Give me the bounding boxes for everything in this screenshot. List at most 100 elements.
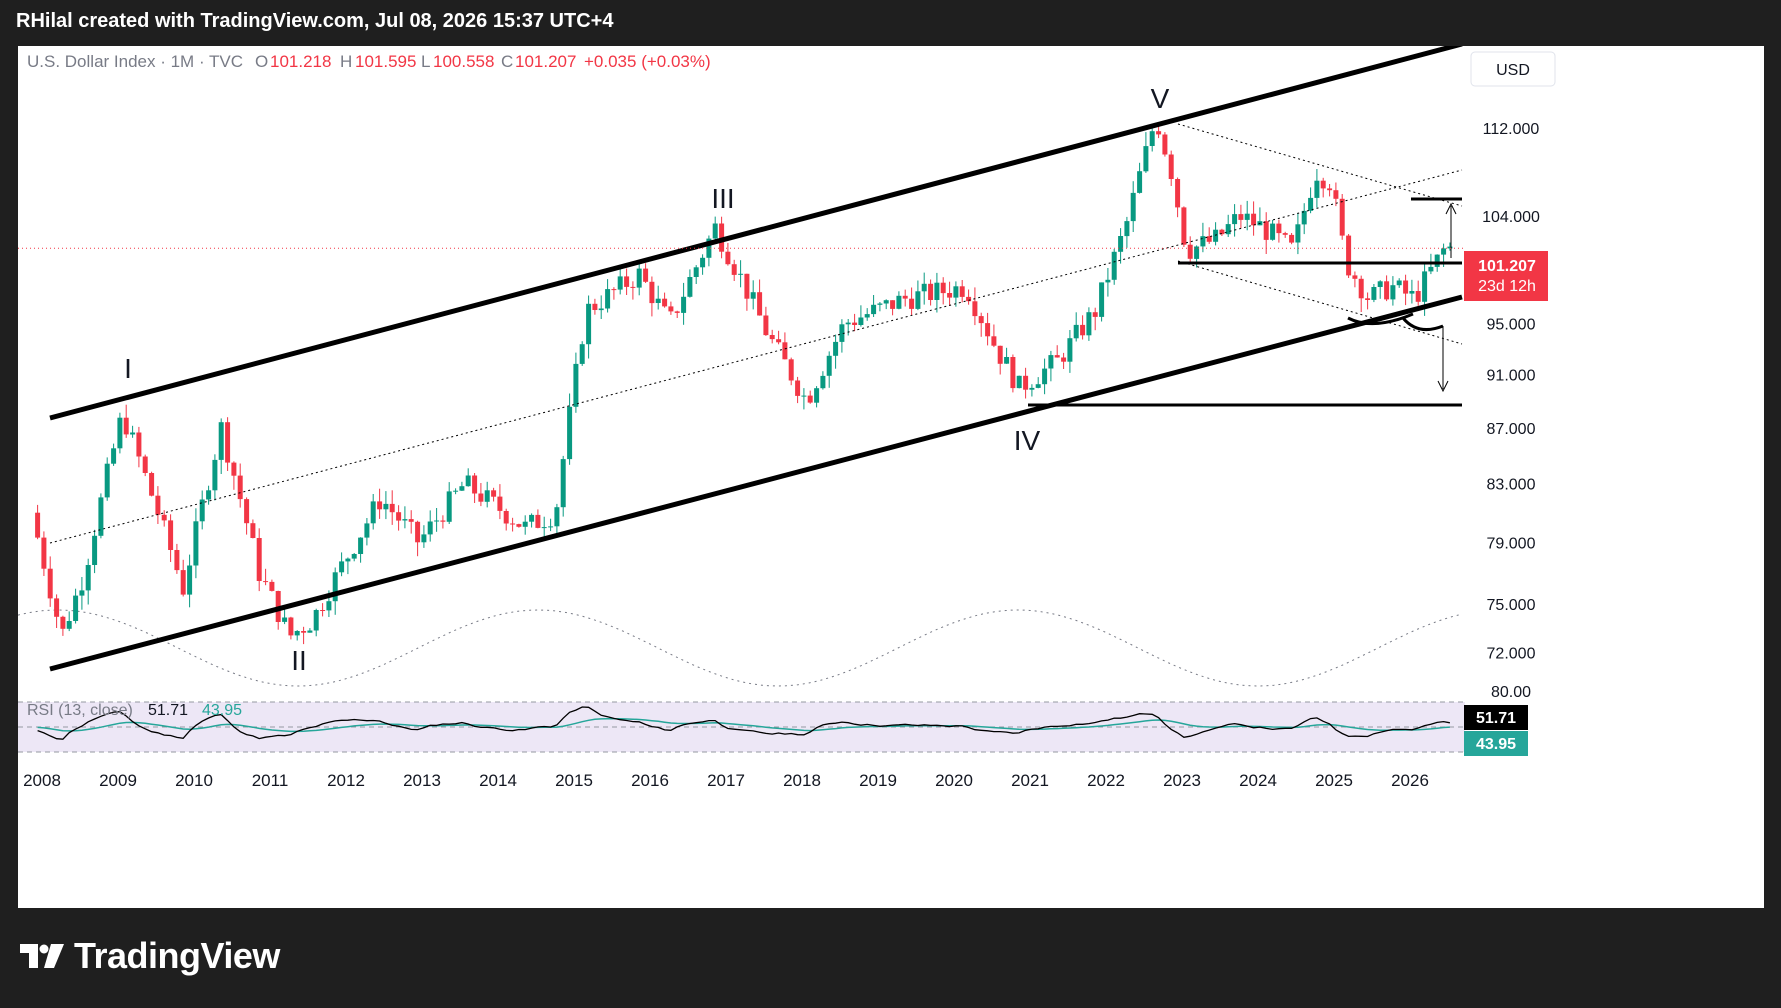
candle-body — [1149, 131, 1155, 146]
candle-body — [560, 459, 566, 508]
candle-body — [54, 598, 60, 617]
arrow-head-down — [1437, 380, 1449, 393]
candle-body — [370, 501, 376, 524]
wave-label: V — [1151, 83, 1170, 114]
candle-body — [1409, 291, 1415, 294]
chart-legend: U.S. Dollar Index · 1M · TVC O 101.218 H… — [27, 52, 711, 71]
time-tick-label: 2011 — [252, 771, 289, 790]
candle-body — [820, 375, 826, 389]
candle-body — [1434, 254, 1440, 267]
price-tick-label: 95.000 — [1487, 316, 1536, 333]
rsi-legend-value: 51.71 — [148, 702, 188, 719]
candle-body — [573, 363, 579, 407]
candle-body — [389, 503, 395, 513]
candle-body — [1010, 357, 1016, 389]
candle-body — [1428, 266, 1434, 272]
last-price-value: 101.207 — [1478, 258, 1536, 275]
arrow-head-up — [1445, 202, 1457, 215]
price-tick-label: 79.000 — [1487, 535, 1536, 552]
price-tick-label: 87.000 — [1487, 421, 1536, 438]
candle-body — [1396, 280, 1402, 286]
time-tick-label: 2016 — [631, 771, 669, 790]
rsi-ma-line — [37, 717, 1450, 733]
time-tick-label: 2010 — [175, 771, 213, 790]
candle-body — [1023, 375, 1029, 390]
candle-body — [655, 298, 661, 303]
price-tick-label: 112.000 — [1483, 121, 1540, 138]
channel-lower-line — [49, 294, 1463, 672]
tradingview-logo-icon — [20, 944, 64, 968]
candle-body — [1080, 324, 1086, 336]
candle-body — [636, 268, 642, 288]
candle-body — [516, 524, 522, 527]
candle-body — [187, 565, 193, 595]
currency-button[interactable]: USD — [1470, 51, 1556, 87]
candle-body — [611, 289, 617, 291]
time-axis[interactable]: 2008 2009 2010 2011 2012 2013 2014 2015 2016 2017… — [23, 771, 1429, 790]
candle-body — [434, 520, 440, 522]
candle-body — [256, 538, 262, 581]
candle-body — [1042, 368, 1048, 385]
candle-body — [301, 631, 307, 633]
candle-body — [402, 519, 408, 521]
candle-body — [364, 523, 370, 538]
candle-body — [1213, 229, 1219, 242]
candle-body — [199, 499, 205, 522]
candle-body — [1092, 312, 1098, 317]
candle-body — [795, 380, 801, 396]
price-chart[interactable]: U.S. Dollar Index · 1M · TVC O 101.218 H… — [17, 41, 1764, 908]
candle-body — [1004, 357, 1010, 364]
candle-body — [41, 537, 47, 569]
handle-arc — [1401, 316, 1444, 332]
last-price-tag: 101.207 23d 12h — [1464, 251, 1548, 301]
candle-body — [1447, 246, 1453, 249]
candle-body — [674, 311, 680, 313]
candle-body — [510, 523, 516, 525]
candle-body — [1333, 190, 1339, 199]
candle-body — [332, 572, 338, 602]
price-axis[interactable]: 112.000 104.000 95.000 91.000 87.000 83.000 79… — [1482, 121, 1540, 663]
open-value: 101.218 — [270, 52, 331, 71]
candle-body — [985, 323, 991, 337]
candle-body — [1219, 229, 1225, 235]
candle-body — [383, 503, 389, 510]
candle-body — [877, 303, 883, 305]
tradingview-logo[interactable]: TradingView — [20, 935, 280, 977]
candle-body — [1289, 234, 1295, 243]
candle-body — [1200, 236, 1206, 247]
candle-body — [1422, 271, 1428, 302]
rsi-line — [37, 706, 1451, 740]
candle-body — [966, 296, 972, 302]
candle-body — [940, 282, 946, 294]
candle-body — [408, 519, 414, 522]
candle-body — [928, 283, 934, 300]
candle-body — [598, 308, 604, 311]
candle-body — [630, 286, 636, 288]
drawings — [18, 41, 1465, 672]
candle-body — [871, 304, 877, 315]
candle-body — [269, 581, 275, 591]
candle-body — [915, 291, 921, 309]
candle-body — [757, 292, 763, 316]
candle-body — [921, 283, 927, 292]
candle-body — [149, 473, 155, 496]
candle-body — [1327, 188, 1333, 191]
candle-body — [972, 301, 978, 317]
candle-body — [1365, 298, 1371, 300]
wedge-lower-line — [1177, 260, 1463, 345]
candle-body — [731, 264, 737, 275]
chart-panel[interactable]: U.S. Dollar Index · 1M · TVC O 101.218 H… — [17, 41, 1764, 908]
candle-body — [681, 296, 687, 313]
wave-label: IV — [1014, 425, 1041, 456]
candle-body — [1308, 197, 1314, 211]
candle-body — [978, 316, 984, 324]
candle-body — [1048, 355, 1054, 369]
rsi-ma-tag: 43.95 — [1464, 731, 1528, 756]
candle-body — [294, 631, 300, 636]
candle-body — [1390, 285, 1396, 300]
low-value: 100.558 — [433, 52, 494, 71]
candle-body — [1244, 213, 1250, 220]
candle-body — [244, 499, 250, 524]
candle-body — [782, 342, 788, 360]
candle-body — [1358, 278, 1364, 299]
